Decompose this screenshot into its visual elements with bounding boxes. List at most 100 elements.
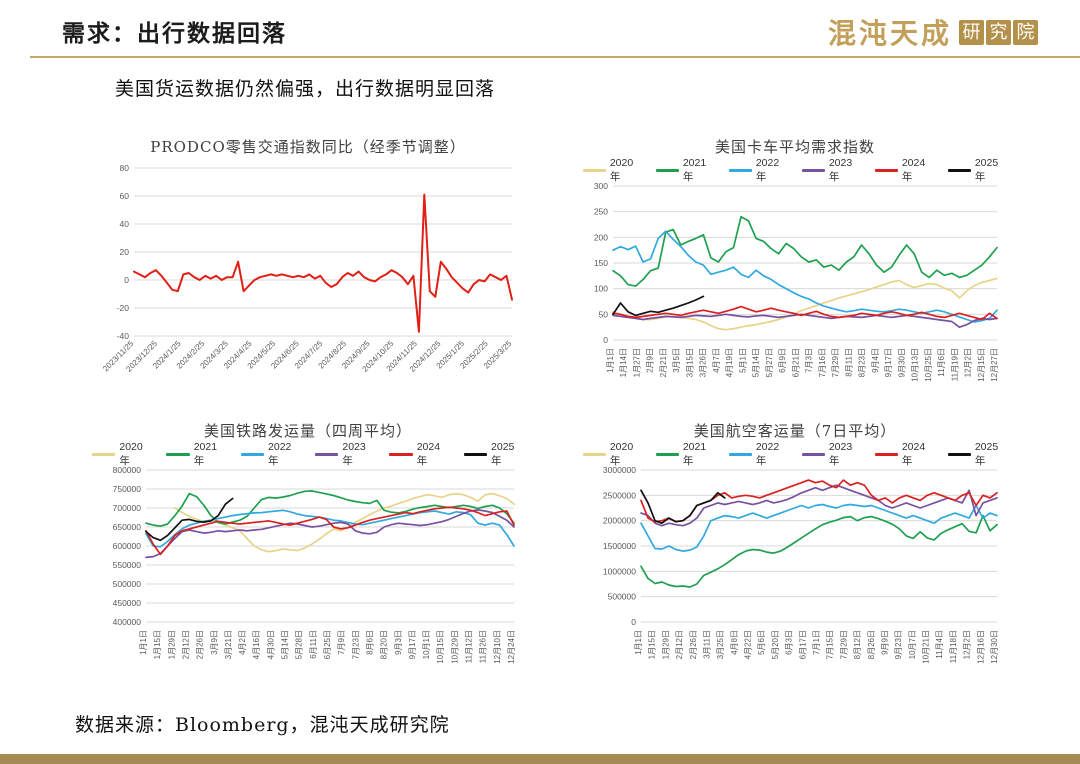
x-tick-label: 2月26日 [196,630,205,659]
x-tick-label: 5月28日 [295,630,304,659]
legend-swatch [583,452,606,456]
legend-item: 2022年 [240,441,301,468]
y-tick-label: 150 [594,258,608,268]
y-tick-label: 1500000 [603,541,636,551]
x-tick-label: 8月26日 [867,630,876,659]
y-tick-label: 50 [599,309,609,319]
legend-label: 2025年 [974,440,999,467]
x-tick-label: 5月6日 [757,630,766,655]
y-tick-label: 550000 [113,560,142,570]
x-tick-label: 7月29日 [839,630,848,659]
chart-prodco-plot: 806040200-20-402023/11/252023/12/252024/… [101,163,514,374]
y-tick-label: 500000 [113,579,142,589]
x-tick-label: 5月1日 [738,348,747,373]
x-tick-label: 3月15日 [685,348,694,377]
x-tick-label: 9月17日 [408,630,417,659]
x-tick-label: 12月30日 [990,630,999,664]
logo-seal-char: 研 [959,19,984,45]
legend-label: 2021年 [682,156,707,183]
chart-truck-demand-index: 美国卡车平均需求指数 2020年 2021年 2022年 2023年 2024年 2025… [583,136,1007,404]
legend-label: 2025年 [974,156,999,183]
legend-label: 2025年 [491,440,515,467]
x-tick-label: 7月29日 [831,348,840,377]
bottom-accent-bar [0,754,1080,764]
x-tick-label: 12月24日 [507,630,516,664]
legend-label: 2023年 [828,156,853,183]
x-tick-label: 11月26日 [479,630,488,663]
y-tick-label: 750000 [113,484,142,494]
legend-label: 2022年 [755,440,780,467]
x-tick-label: 7月1日 [812,630,821,655]
x-tick-label: 2月26日 [689,630,698,659]
legend-swatch [729,168,752,172]
legend-item: 2025年 [463,440,524,468]
legend-item: 2020年 [583,157,642,184]
x-tick-label: 7月23日 [351,630,360,659]
y-tick-label: 0 [603,335,608,345]
data-source-note: 数据来源：Bloomberg，混沌天成研究院 [75,714,450,736]
legend-item: 2023年 [315,441,375,468]
x-tick-label: 1月15日 [648,630,657,659]
series-line-2022年 [612,230,998,323]
legend-item: 2024年 [875,441,934,468]
y-tick-label: 400000 [113,617,142,627]
x-tick-label: 10月15日 [436,630,445,664]
x-tick-label: 9月23日 [894,630,903,659]
x-tick-label: 6月3日 [785,630,794,655]
x-tick-label: 11月12日 [465,630,474,663]
y-tick-label: 80 [120,163,130,173]
y-tick-label: 200 [594,232,608,242]
legend-item: 2022年 [729,441,788,468]
x-tick-label: 3月9日 [210,630,219,655]
x-tick-label: 9月4日 [871,348,880,373]
series-line-PRODCO零售交通指数同比 [133,193,513,333]
legend-swatch [875,452,898,456]
y-tick-label: 60 [120,191,130,201]
logo-seal-blocks: 研究院 [959,19,1038,45]
y-tick-label: 2500000 [603,490,636,500]
x-tick-label: 4月30日 [266,630,275,659]
x-tick-label: 9月3日 [394,630,403,655]
x-tick-label: 4月16日 [252,630,261,659]
legend-item: 2023年 [802,441,861,468]
x-tick-label: 5月20日 [771,630,780,659]
x-tick-label: 8月6日 [365,630,374,655]
chart-rail-shipments: 美国铁路发运量（四周平均） 2020年 2021年 2022年 2023年 2024年 2… [92,420,524,682]
logo-script-text: 混沌天成 [827,17,952,50]
series-line-2022年 [640,503,998,552]
x-tick-label: 3月25日 [716,630,725,659]
y-tick-label: -20 [117,303,130,313]
legend-item: 2021年 [166,441,226,468]
x-tick-label: 6月25日 [323,630,332,659]
legend-item: 2021年 [656,157,715,184]
y-tick-label: 250 [594,207,608,217]
x-tick-label: 11月19日 [950,348,959,381]
chart-rail-plot: 800000 750000 700000 650000 600000 550000 5000… [113,465,516,664]
chart-title: 美国航空客运量（7日平均） [693,422,897,440]
legend-item: 2024年 [389,441,449,468]
x-tick-label: 5月14日 [281,630,290,659]
legend-swatch [729,452,752,456]
series-line-2021年 [640,514,998,588]
x-tick-label: 12月16日 [976,630,985,664]
legend-swatch [240,452,265,456]
legend-swatch [656,168,679,172]
x-tick-label: 12月27日 [990,348,999,382]
legend-swatch [802,168,825,172]
y-tick-label: 450000 [113,598,142,608]
x-tick-label: 6月21日 [791,348,800,377]
series-line-2023年 [145,509,515,559]
legend-swatch [656,452,679,456]
y-tick-label: 650000 [113,522,142,532]
x-tick-label: 11月6日 [937,348,946,377]
x-tick-label: 10月1日 [422,630,431,659]
x-tick-label: 12月2日 [964,348,973,377]
logo-seal-char: 院 [1013,19,1038,45]
x-tick-label: 10月25日 [924,348,933,382]
legend-item: 2023年 [802,157,861,184]
legend-item: 2022年 [729,157,788,184]
x-tick-label: 4月8日 [730,630,739,655]
chart-legend: 2020年 2021年 2022年 2023年 2024年 2025年 [92,441,524,467]
legend-swatch [802,452,825,456]
legend-swatch [463,452,488,456]
